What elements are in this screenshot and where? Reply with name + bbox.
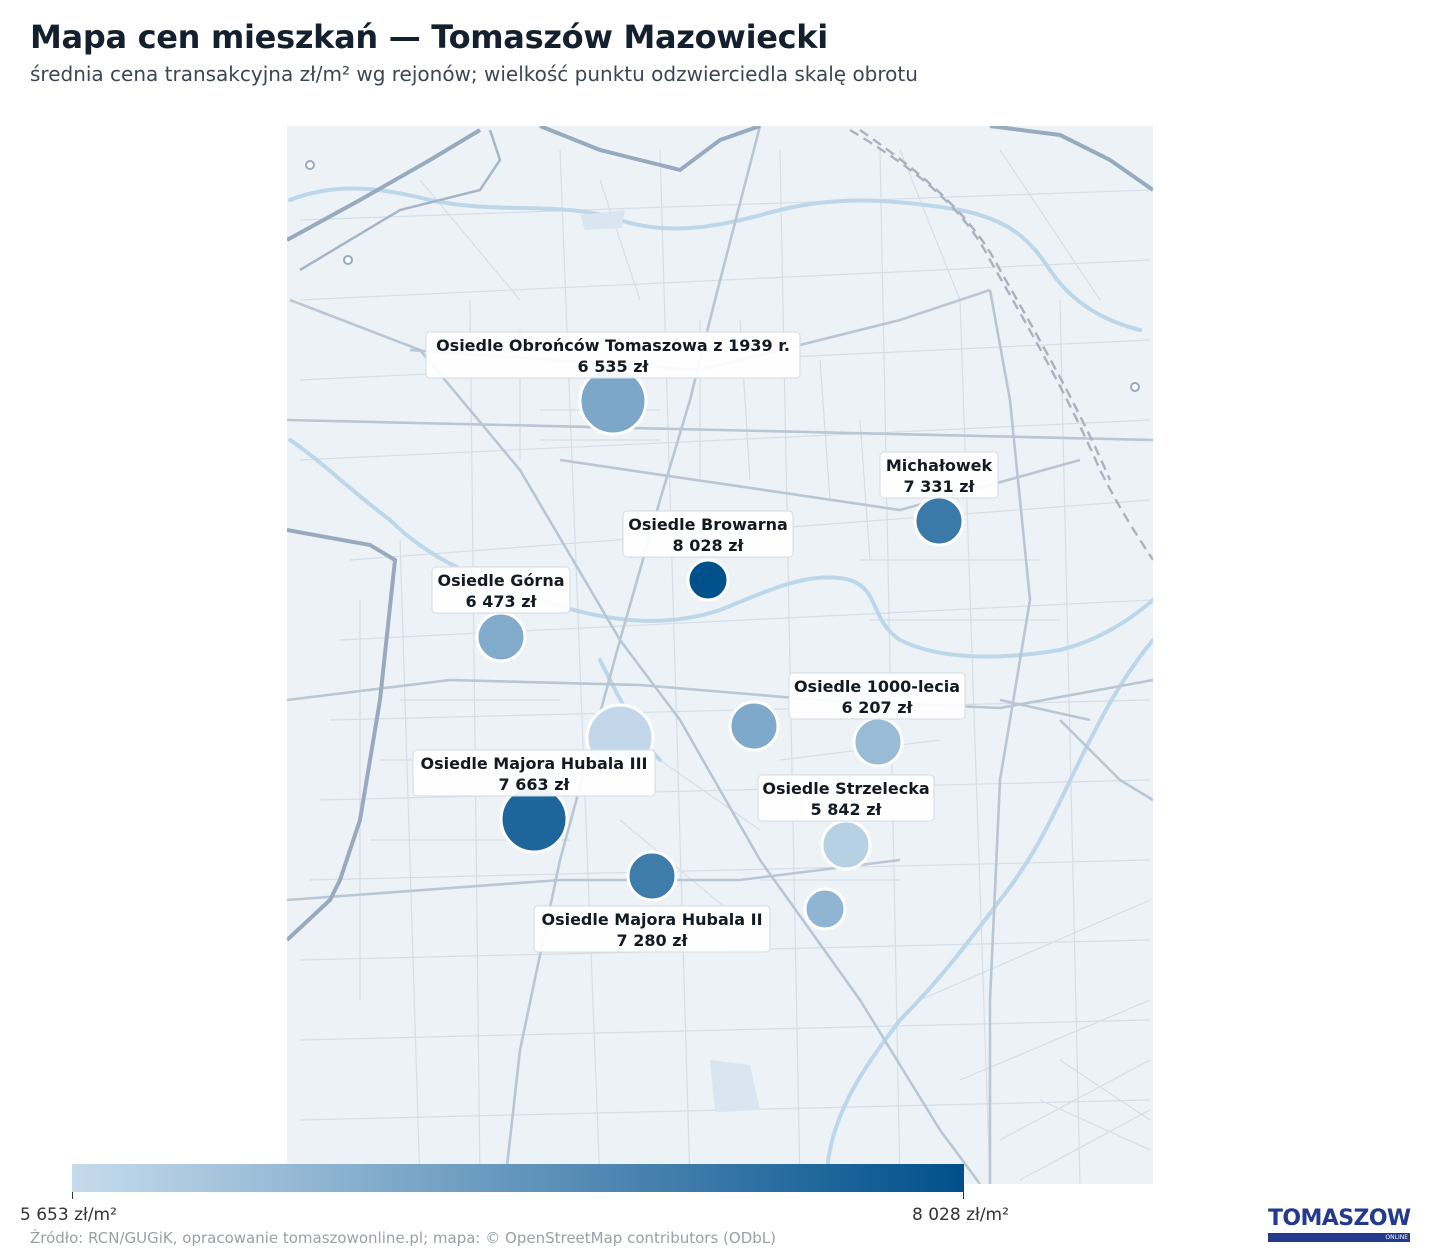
district-marker[interactable] (626, 850, 678, 902)
roundabout-marker (305, 160, 315, 170)
label-box (533, 905, 771, 953)
district-name: Osiedle Majora Hubala III (420, 754, 647, 773)
label-box (412, 749, 656, 797)
highway-secondary (299, 129, 502, 272)
district-price: 7 663 zł (499, 775, 571, 794)
district-label: Osiedle Strzelecka 5 842 zł (757, 774, 935, 822)
district-label: Osiedle 1000-lecia 6 207 zł (788, 672, 966, 720)
label-box (879, 451, 999, 499)
district-name: Michałowek (886, 456, 993, 475)
district-price: 6 207 zł (842, 698, 914, 717)
scale-tick-max (963, 1192, 964, 1199)
brand-logo: TOMASZOW ONLINE (1268, 1206, 1411, 1244)
district-label: Osiedle Majora Hubala III 7 663 zł (412, 749, 656, 797)
page-subtitle: średnia cena transakcyjna zł/m² wg rejon… (30, 62, 918, 86)
logo-bar (1268, 1233, 1410, 1242)
district-labels: Osiedle Obrońców Tomaszowa z 1939 r. 6 53… (412, 331, 999, 953)
rivers (288, 186, 1153, 1184)
scale-max-label: 8 028 zł/m² (912, 1205, 1009, 1225)
district-name: Osiedle Browarna (628, 515, 788, 534)
district-price: 6 473 zł (466, 592, 538, 611)
district-price: 8 028 zł (673, 536, 745, 555)
label-box (622, 510, 794, 558)
pond (580, 210, 625, 230)
district-price-map[interactable]: Osiedle Obrońców Tomaszowa z 1939 r. 6 53… (0, 0, 1440, 1200)
district-label: Osiedle Browarna 8 028 zł (622, 510, 794, 558)
scale-tick-min (72, 1192, 73, 1199)
district-price: 7 280 zł (617, 931, 689, 950)
price-color-scale (72, 1164, 964, 1192)
logo-text: TOMASZOW (1268, 1206, 1411, 1231)
label-box (425, 331, 801, 379)
district-label: Michałowek 7 331 zł (879, 451, 999, 499)
scale-min-label: 5 653 zł/m² (20, 1205, 117, 1225)
label-box (788, 672, 966, 720)
district-name: Osiedle Majora Hubala II (541, 910, 762, 929)
label-box (431, 566, 571, 614)
district-label: Osiedle Majora Hubala II 7 280 zł (533, 905, 771, 953)
district-marker[interactable] (475, 611, 527, 663)
source-note: Źródło: RCN/GUGiK, opracowanie tomaszowo… (30, 1229, 777, 1247)
district-marker[interactable] (820, 819, 872, 871)
railway (849, 128, 1153, 561)
district-name: Osiedle Strzelecka (762, 779, 929, 798)
district-name: Osiedle Obrońców Tomaszowa z 1939 r. (436, 336, 790, 355)
logo-subtext: ONLINE (1385, 1234, 1408, 1241)
roundabout-marker (343, 255, 353, 265)
district-label: Osiedle Górna 6 473 zł (431, 566, 571, 614)
district-label: Osiedle Obrońców Tomaszowa z 1939 r. 6 53… (425, 331, 801, 379)
district-name: Osiedle 1000-lecia (794, 677, 960, 696)
main-roads (287, 126, 1153, 1184)
label-box (757, 774, 935, 822)
district-name: Osiedle Górna (437, 571, 564, 590)
highways (287, 126, 1153, 942)
pond (710, 1060, 760, 1112)
district-price: 6 535 zł (578, 357, 650, 376)
roundabout-marker (1130, 382, 1140, 392)
district-marker[interactable] (686, 558, 730, 602)
district-marker[interactable] (728, 700, 780, 752)
district-marker[interactable] (913, 495, 965, 547)
district-price: 7 331 zł (904, 477, 976, 496)
page-title: Mapa cen mieszkań — Tomaszów Mazowiecki (30, 18, 828, 56)
district-price: 5 842 zł (811, 800, 883, 819)
district-marker[interactable] (852, 716, 904, 768)
minor-streets (299, 149, 1151, 1184)
district-marker[interactable] (803, 887, 847, 931)
